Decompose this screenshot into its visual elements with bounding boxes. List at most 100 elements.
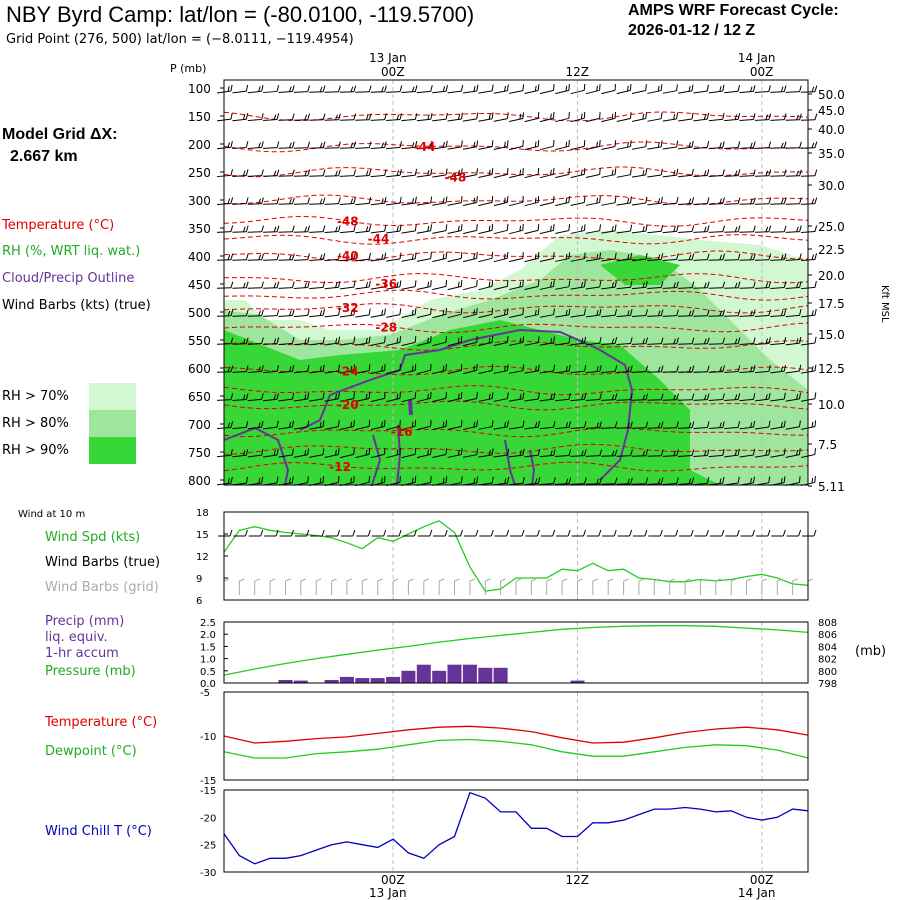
barb-shaft [247, 287, 262, 289]
barb-flag [691, 140, 694, 148]
barb-shaft [585, 230, 600, 234]
cloud-outline [529, 449, 536, 486]
barb-flag [537, 84, 540, 91]
barb-flag [353, 141, 357, 148]
wind-barb [309, 392, 325, 402]
wind-barb [416, 335, 432, 347]
height-tick-label: 5.11 [818, 480, 845, 494]
barb-shaft [693, 90, 708, 94]
wind-barb [416, 308, 432, 319]
barb-flag [676, 281, 679, 288]
wind-barb [539, 308, 555, 318]
windchill-panel-frame [223, 789, 809, 873]
barb-shaft [647, 118, 662, 122]
barb-shaft [478, 313, 493, 319]
wind-barb [370, 169, 387, 178]
barb-shaft [401, 453, 416, 459]
barb-shaft [524, 454, 539, 458]
barb-shaft [309, 286, 324, 290]
barb-shaft [339, 425, 354, 431]
barb-shaft [754, 287, 769, 289]
wind-barb [508, 448, 525, 458]
barb-flag [275, 529, 279, 537]
barb-flag [399, 364, 401, 371]
barb-flag [614, 393, 618, 400]
wind-barb [278, 169, 295, 177]
barb-flag [765, 226, 769, 233]
barb-flag [706, 197, 710, 204]
wind-barb [324, 392, 340, 402]
wind-barb [524, 167, 540, 179]
wind-barb [232, 141, 249, 150]
wind-barb [785, 197, 802, 205]
barb-flag [245, 421, 249, 428]
barb-shaft [616, 286, 631, 290]
barb-flag [814, 476, 816, 483]
barb-flag [414, 280, 417, 287]
barb-flag [383, 529, 387, 537]
barb-flag [734, 226, 738, 233]
barb-shaft [309, 342, 324, 346]
barb-flag [799, 225, 802, 232]
barb-flag [491, 251, 494, 259]
barb-shaft [662, 259, 677, 261]
wind-barb [570, 224, 586, 234]
wind-barb [509, 392, 525, 402]
forecast-cycle-value: 2026-01-12 / 12 Z [628, 22, 756, 39]
barb-flag [245, 169, 249, 176]
pressure-tick-label: 300 [188, 194, 211, 208]
wind-barb [232, 421, 249, 430]
wind-barb [324, 85, 341, 93]
barb-flag [399, 475, 401, 483]
surface-wind-barb [632, 529, 648, 537]
barb-shaft [509, 370, 523, 374]
precip-bar [447, 664, 462, 683]
barb-shaft [724, 343, 739, 345]
wind-barb [708, 112, 725, 122]
wind-barb [386, 447, 401, 459]
barb-shaft [570, 173, 585, 179]
barb-flag [307, 169, 311, 176]
barb-shaft [386, 174, 401, 178]
wind-barb [754, 141, 772, 149]
barb-shaft [678, 482, 693, 486]
barb-flag [384, 196, 387, 204]
barb-flag [476, 420, 478, 427]
barb-flag [273, 170, 277, 176]
barb-flag [599, 111, 601, 119]
barb-flag [245, 448, 249, 456]
barb-flag [353, 420, 355, 427]
surface-wind-barb [479, 529, 494, 537]
barb-flag [365, 170, 369, 176]
barb-flag [599, 196, 601, 203]
barb-flag [592, 578, 598, 582]
barb-flag [673, 170, 676, 176]
barb-flag [676, 225, 679, 232]
wind-barb [662, 309, 679, 317]
wind-barb [247, 253, 264, 261]
barb-shaft [509, 229, 523, 235]
wind-barb [232, 253, 249, 261]
barb-flag [307, 392, 310, 400]
barb-flag [814, 85, 818, 92]
precip-accum-label: 1-hr accum [45, 646, 119, 661]
grid-wind-barb [407, 578, 414, 595]
barb-flag [703, 450, 707, 456]
wind-barb [339, 85, 357, 93]
barb-flag [258, 142, 261, 148]
barb-flag [476, 476, 479, 483]
barb-shaft [416, 258, 431, 262]
barb-flag [276, 337, 280, 344]
wind-barb [278, 337, 295, 346]
wind-barb [370, 85, 387, 93]
barb-flag [703, 114, 707, 120]
barb-flag [411, 309, 414, 316]
surface-wind-barb [540, 529, 556, 537]
barb-flag [737, 337, 741, 344]
barb-shaft [555, 117, 570, 123]
barb-flag [568, 280, 571, 287]
barb-flag [645, 168, 648, 175]
wind-barb [570, 308, 587, 318]
barb-flag [230, 393, 234, 400]
barb-shaft [708, 343, 723, 345]
